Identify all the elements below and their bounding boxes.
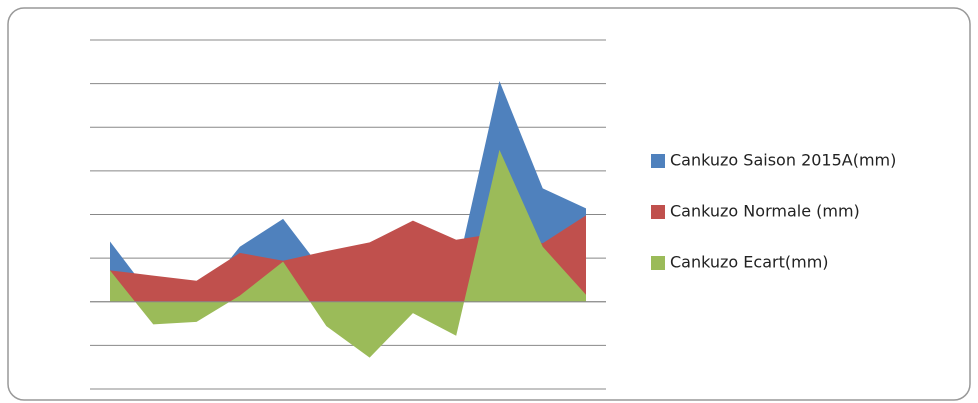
legend-label: Cankuzo Normale (mm) bbox=[670, 202, 860, 221]
legend-label: Cankuzo Saison 2015A(mm) bbox=[670, 151, 896, 170]
legend-label: Cankuzo Ecart(mm) bbox=[670, 253, 829, 272]
area bbox=[110, 215, 586, 302]
legend-swatch bbox=[651, 256, 665, 270]
area bbox=[110, 149, 586, 358]
legend-swatch bbox=[651, 205, 665, 219]
legend-swatch bbox=[651, 154, 665, 168]
